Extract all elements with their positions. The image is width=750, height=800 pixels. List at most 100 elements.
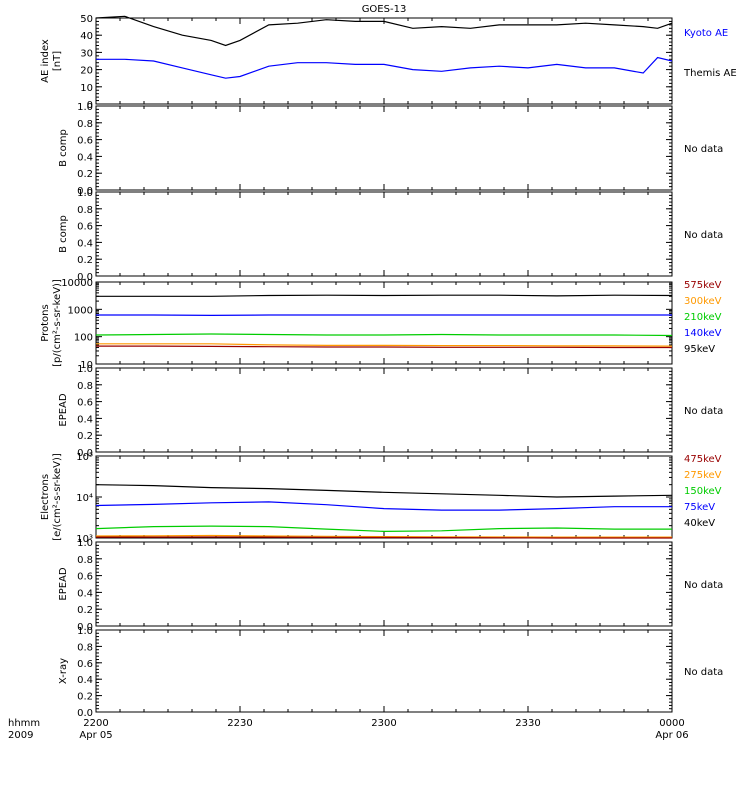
y-axis-label: B comp [58, 129, 69, 167]
legend-entry: 95keV [684, 344, 715, 355]
panel-frame [95, 629, 673, 713]
panel-2: 0.0 0.2 0.4 0.6 0.8 1.0 B comp No data [58, 102, 723, 197]
legend-entry: 150keV [684, 486, 722, 497]
time-axis-row1-label: hhmm [8, 718, 40, 729]
panel-frame [95, 191, 673, 277]
y-tick-label: 0.6 [77, 136, 93, 147]
panel-3: 0.0 0.2 0.4 0.6 0.8 1.0 B comp No data [58, 188, 723, 283]
panels: 0 10 20 30 40 50 AE index [nT] Kyoto AE Themis AE… [40, 14, 737, 719]
panel-8: 0.0 0.2 0.4 0.6 0.8 1.0 X-ray No data [58, 626, 723, 719]
figure-title: GOES-13 [362, 4, 407, 15]
no-data-note: No data [684, 230, 723, 241]
y-tick-label: 0.0 [77, 708, 93, 719]
y-tick-label: 50 [80, 14, 93, 25]
series-line [95, 534, 672, 538]
y-tick-label: 0.2 [77, 431, 93, 442]
y-tick-label: 0.6 [77, 398, 93, 409]
y-axis-label: EPEAD [58, 393, 69, 427]
panel-6: 10³ 10⁴ 10⁵ Electrons [e/(cm²-s-sr-keV)] 475k… [40, 452, 722, 545]
series-line [95, 15, 673, 47]
series-line [95, 333, 673, 337]
y-tick-label: 1.0 [77, 188, 93, 199]
y-tick-label: 0.8 [77, 555, 93, 566]
y-tick-label: 1000 [68, 305, 93, 316]
y-tick-label: 10 [80, 360, 93, 371]
no-data-note: No data [684, 144, 723, 155]
panel-frame [95, 105, 673, 191]
x-tick-label: 0000 [659, 718, 684, 729]
y-tick-label: 1.0 [77, 102, 93, 113]
y-tick-label: 0.8 [77, 642, 93, 653]
y-tick-label: 0.8 [77, 119, 93, 130]
x-date-label: Apr 05 [79, 730, 112, 741]
y-tick-label: 20 [80, 66, 93, 77]
y-tick-label: 0.4 [77, 414, 93, 425]
legend-entry: 475keV [684, 454, 722, 465]
legend-entry: 575keV [684, 280, 722, 291]
y-axis-label: [e/(cm²-s-sr-keV)] [52, 453, 63, 541]
series-line [96, 345, 672, 349]
series-line [96, 343, 673, 347]
y-tick-label: 1.0 [77, 538, 93, 549]
panel-frame [95, 367, 673, 453]
x-tick-label: 2230 [227, 718, 252, 729]
panel-7: 0.0 0.2 0.4 0.6 0.8 1.0 EPEAD No data [58, 538, 723, 633]
y-axis-label: Electrons [40, 474, 51, 520]
y-tick-label: 10⁵ [76, 452, 93, 463]
y-axis-label: [nT] [52, 51, 63, 71]
x-tick-label: 2300 [371, 718, 396, 729]
x-tick-label: 2200 [83, 718, 108, 729]
y-axis-label: Protons [40, 304, 51, 341]
y-tick-label: 40 [80, 31, 93, 42]
y-tick-label: 0.2 [77, 255, 93, 266]
series-line [95, 525, 672, 533]
y-tick-label: 0.2 [77, 605, 93, 616]
y-tick-label: 0.8 [77, 205, 93, 216]
y-tick-label: 0.4 [77, 238, 93, 249]
y-axis-label: B comp [58, 215, 69, 253]
y-axis-label: X-ray [58, 658, 69, 684]
y-tick-label: 0.4 [77, 152, 93, 163]
panel-5: 0.0 0.2 0.4 0.6 0.8 1.0 EPEAD No data [58, 364, 723, 459]
panel-4: 10 100 1000 10000 Protons [p/(cm²-s-sr-keV)] 5… [40, 278, 722, 371]
y-tick-label: 0.4 [77, 675, 93, 686]
legend-entry: Themis AE [683, 68, 737, 79]
legend-entry: 140keV [684, 328, 722, 339]
series-line [95, 501, 672, 511]
y-axis-label: EPEAD [58, 567, 69, 601]
y-tick-label: 10⁴ [76, 493, 93, 504]
y-tick-label: 0.8 [77, 381, 93, 392]
panel-frame [95, 281, 673, 365]
legend-entry: 75keV [684, 502, 715, 513]
series-line [96, 56, 673, 79]
series-line [95, 484, 673, 498]
no-data-note: No data [684, 580, 723, 591]
y-tick-label: 0.2 [77, 169, 93, 180]
no-data-note: No data [684, 406, 723, 417]
panel-1: 0 10 20 30 40 50 AE index [nT] Kyoto AE Themis AE [40, 14, 737, 111]
time-axis-row2-label: 2009 [8, 730, 33, 741]
x-tick-label: 2330 [515, 718, 540, 729]
y-tick-label: 10000 [61, 278, 93, 289]
series-line [96, 536, 672, 539]
y-axis-label: [p/(cm²-s-sr-keV)] [52, 279, 63, 367]
y-tick-label: 0.6 [77, 572, 93, 583]
legend-entry: 275keV [684, 470, 722, 481]
y-tick-label: 0.6 [77, 222, 93, 233]
y-tick-label: 10³ [76, 534, 93, 545]
y-axis-label: AE index [40, 39, 51, 83]
y-tick-label: 100 [74, 333, 93, 344]
legend-entry: 300keV [684, 296, 722, 307]
y-tick-label: 0.0 [77, 448, 93, 459]
y-tick-label: 0 [87, 100, 93, 111]
panel-frame [95, 17, 673, 105]
y-tick-label: 0.0 [77, 622, 93, 633]
y-tick-label: 30 [80, 48, 93, 59]
legend-entry: Kyoto AE [684, 28, 728, 39]
y-tick-label: 0.4 [77, 588, 93, 599]
y-tick-label: 0.0 [77, 272, 93, 283]
y-tick-label: 1.0 [77, 626, 93, 637]
legend-entry: 40keV [684, 518, 715, 529]
